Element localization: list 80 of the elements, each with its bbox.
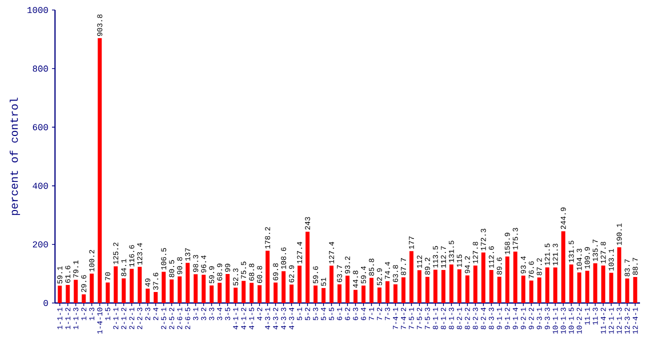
bar: [298, 266, 302, 303]
bar: [505, 256, 510, 303]
bar: [553, 267, 558, 303]
bar: [473, 266, 478, 303]
bar: [106, 282, 110, 303]
bar: [210, 285, 214, 303]
bar: [218, 282, 222, 303]
y-tick-label: 0: [44, 300, 48, 306]
y-tick-label: 200: [32, 241, 48, 248]
bar: [314, 286, 318, 303]
bar: [449, 264, 454, 303]
bar: [98, 38, 102, 303]
bar: [521, 276, 526, 303]
bar: [361, 286, 366, 303]
bar: [593, 263, 598, 303]
bar: [369, 278, 374, 303]
bar: [569, 264, 574, 303]
bar: [178, 276, 182, 303]
bar: [242, 280, 246, 303]
bar: [409, 251, 414, 303]
bar: [186, 262, 190, 303]
bar: [346, 276, 350, 303]
bar: [625, 278, 630, 303]
y-tick-label: 800: [32, 66, 48, 72]
bar: [122, 278, 126, 303]
bar: [266, 250, 270, 303]
bar: [513, 252, 518, 303]
bar: [401, 277, 406, 303]
bar: [353, 290, 358, 303]
bar: [138, 266, 142, 303]
bar: [146, 288, 150, 303]
bar: [561, 231, 566, 303]
bar: [226, 274, 230, 303]
bar: [282, 271, 286, 303]
bar: [529, 280, 534, 303]
y-tick-label: 1000: [28, 6, 48, 14]
bar: [90, 274, 94, 303]
bar: [385, 281, 390, 303]
y-tick-label: 400: [32, 182, 48, 189]
bar: [338, 284, 342, 303]
y-tick-label: 600: [32, 124, 48, 130]
bar: [633, 277, 638, 303]
bar: [130, 268, 134, 303]
bar: [441, 270, 446, 303]
bar: [234, 288, 238, 303]
bar: [393, 284, 398, 303]
bar: [322, 288, 326, 303]
bar: [425, 276, 430, 303]
bar: [202, 274, 206, 303]
bar: [274, 282, 278, 303]
bar: [601, 266, 606, 303]
bar: [377, 288, 382, 303]
bar: [258, 285, 262, 303]
bar: [481, 252, 486, 303]
bar: [154, 292, 158, 303]
bar: [585, 270, 590, 303]
bar: [433, 270, 438, 303]
bar: [250, 282, 254, 303]
bar: [417, 270, 422, 303]
bar: [537, 277, 542, 303]
bar: [489, 270, 494, 303]
bar: [609, 272, 614, 303]
bar: [465, 275, 470, 303]
bar: [290, 284, 294, 303]
bar: [306, 232, 310, 303]
bar: [457, 269, 462, 303]
bar: [577, 272, 582, 303]
bar: [58, 286, 62, 303]
bar: [545, 267, 550, 303]
bar: [162, 272, 166, 303]
y-axis-title: percent of control: [10, 98, 20, 215]
bar: [497, 276, 502, 303]
bar: [66, 284, 70, 303]
bar: [170, 279, 174, 303]
bar: [617, 247, 622, 303]
bar: [82, 294, 86, 303]
bar: [330, 266, 334, 303]
bar: [194, 274, 198, 303]
bar: [74, 280, 78, 303]
bar: [114, 266, 118, 303]
